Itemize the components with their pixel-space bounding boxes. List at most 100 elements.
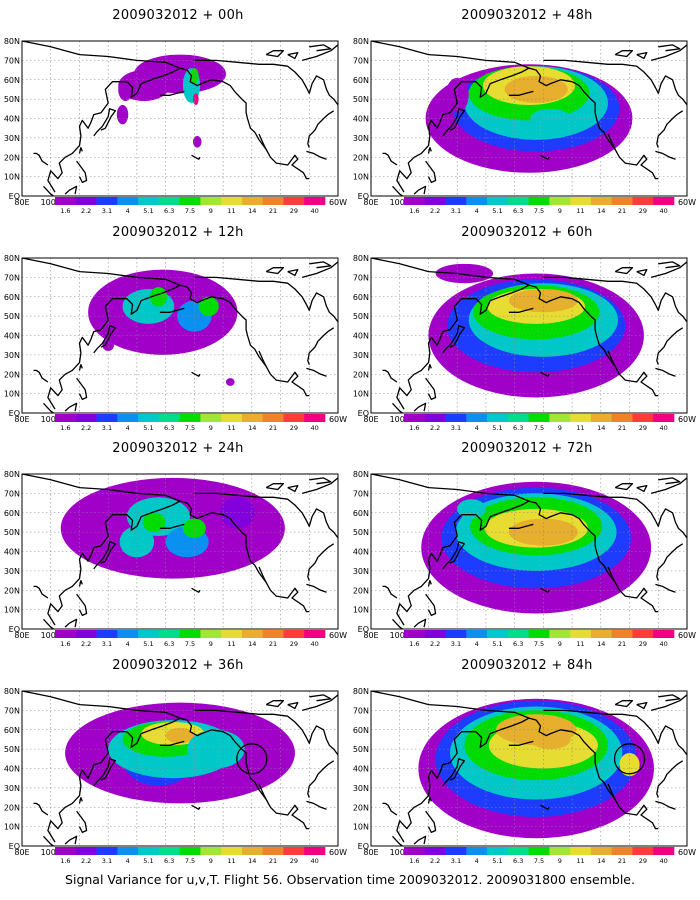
coastline — [306, 583, 327, 593]
colorbar-label: 21 — [269, 424, 277, 432]
coastline — [301, 44, 338, 62]
lat-tick-label: 60N — [353, 293, 369, 302]
colorbar-swatch — [138, 414, 160, 422]
colorbar-swatch — [75, 197, 97, 205]
coastline — [655, 583, 676, 593]
colorbar-swatch — [200, 630, 222, 638]
coastline — [508, 307, 534, 313]
lat-tick-label: 80N — [353, 37, 369, 46]
variance-contour — [530, 729, 571, 750]
coastline — [301, 477, 338, 495]
panel-title: 2009032012 + 48h — [461, 8, 593, 23]
coastline — [655, 150, 676, 160]
colorbar-swatch — [570, 414, 592, 422]
panel-title: 2009032012 + 00h — [112, 8, 244, 23]
coastline — [614, 700, 634, 708]
coastline — [306, 150, 327, 160]
colorbar-label: 3.1 — [451, 640, 461, 648]
colorbar-label: 9 — [558, 640, 562, 648]
colorbar-swatch — [549, 414, 571, 422]
coastline — [655, 367, 676, 377]
lat-tick-label: 20N — [4, 586, 20, 595]
coastline — [191, 371, 201, 377]
colorbar-swatch — [653, 847, 675, 855]
colorbar-label: 5.1 — [492, 424, 502, 432]
colorbar-swatch — [445, 847, 467, 855]
colorbar-label: 11 — [576, 424, 584, 432]
lat-tick-label: 70N — [4, 56, 20, 65]
lat-tick-label: 20N — [4, 153, 20, 162]
colorbar-swatch — [262, 847, 284, 855]
coastline — [194, 276, 338, 323]
colorbar-swatch — [283, 197, 305, 205]
coastline — [607, 133, 616, 150]
map-panel: 2009032012 + 48h 80N 70N 60N 50N 40N 30N 20N 10N… — [353, 0, 697, 215]
colorbar-swatch — [632, 630, 654, 638]
lat-tick-label: 30N — [353, 567, 369, 576]
colorbar-swatch — [487, 197, 509, 205]
colorbar-swatch — [424, 630, 446, 638]
coastline — [413, 835, 427, 845]
lat-tick-label: 70N — [353, 706, 369, 715]
coastline — [309, 261, 332, 269]
colorbar-label: 2.2 — [430, 424, 440, 432]
lon-tick-label: 100E — [390, 848, 410, 857]
coastline — [93, 541, 117, 570]
map-frame — [21, 40, 339, 197]
variance-contour — [445, 77, 469, 113]
colorbar-swatch — [283, 414, 305, 422]
map-plot: 80N70N60N50N40N30N20N10NEQ80E100E120E140… — [353, 687, 696, 865]
colorbar-label: 21 — [618, 424, 626, 432]
colorbar-label: 3.1 — [451, 424, 461, 432]
colorbar-swatch — [445, 197, 467, 205]
colorbar-swatch — [241, 847, 263, 855]
lat-tick-label: EQ — [358, 842, 369, 851]
colorbar-label: 11 — [227, 857, 235, 865]
lon-tick-label: 80E — [363, 415, 378, 424]
colorbar-swatch — [528, 630, 550, 638]
map-panel: 2009032012 + 60h 80N 70N 60N 50N 40N 30N 20N 10N… — [353, 217, 697, 432]
coastline — [382, 585, 398, 599]
colorbar-label: 40 — [659, 640, 667, 648]
colorbar-label: 7.5 — [185, 857, 195, 865]
colorbar-swatch — [221, 847, 243, 855]
lat-tick-label: 80N — [4, 254, 20, 263]
coastline — [508, 90, 534, 96]
panel-title: 2009032012 + 12h — [112, 225, 244, 240]
map-frame — [21, 690, 339, 847]
coastline — [64, 618, 78, 628]
colorbar-label: 9 — [209, 640, 213, 648]
colorbar-label: 40 — [310, 857, 318, 865]
coastline — [33, 369, 49, 383]
colorbar-swatch — [158, 630, 180, 638]
colorbar-swatch — [653, 414, 675, 422]
colorbar-label: 4 — [126, 640, 130, 648]
coastline — [307, 760, 335, 798]
colorbar-label: 14 — [248, 857, 256, 865]
coastline — [425, 377, 437, 401]
lat-tick-label: 30N — [4, 351, 20, 360]
colorbar-swatch — [241, 197, 263, 205]
colorbar-label: 14 — [597, 424, 605, 432]
coastline — [307, 543, 335, 581]
coastline — [194, 492, 338, 539]
lat-tick-label: 80N — [4, 470, 20, 479]
lat-tick-label: EQ — [9, 192, 20, 201]
colorbar-swatch — [262, 414, 284, 422]
colorbar-swatch — [632, 414, 654, 422]
colorbar-label: 7.5 — [534, 640, 544, 648]
coastline — [301, 694, 338, 712]
colorbar-label: 1.6 — [60, 857, 70, 865]
coastline — [159, 740, 185, 746]
colorbar-swatch — [445, 630, 467, 638]
coastline — [301, 261, 338, 279]
observation-circle — [236, 743, 268, 775]
coastline — [658, 261, 681, 269]
colorbar-label: 5.1 — [143, 857, 153, 865]
coastline — [528, 67, 659, 180]
coastline — [543, 276, 687, 323]
colorbar-label: 14 — [248, 207, 256, 215]
colorbar-swatch — [570, 630, 592, 638]
colorbar-label: 6.3 — [164, 207, 174, 215]
colorbar-label: 1.6 — [409, 640, 419, 648]
